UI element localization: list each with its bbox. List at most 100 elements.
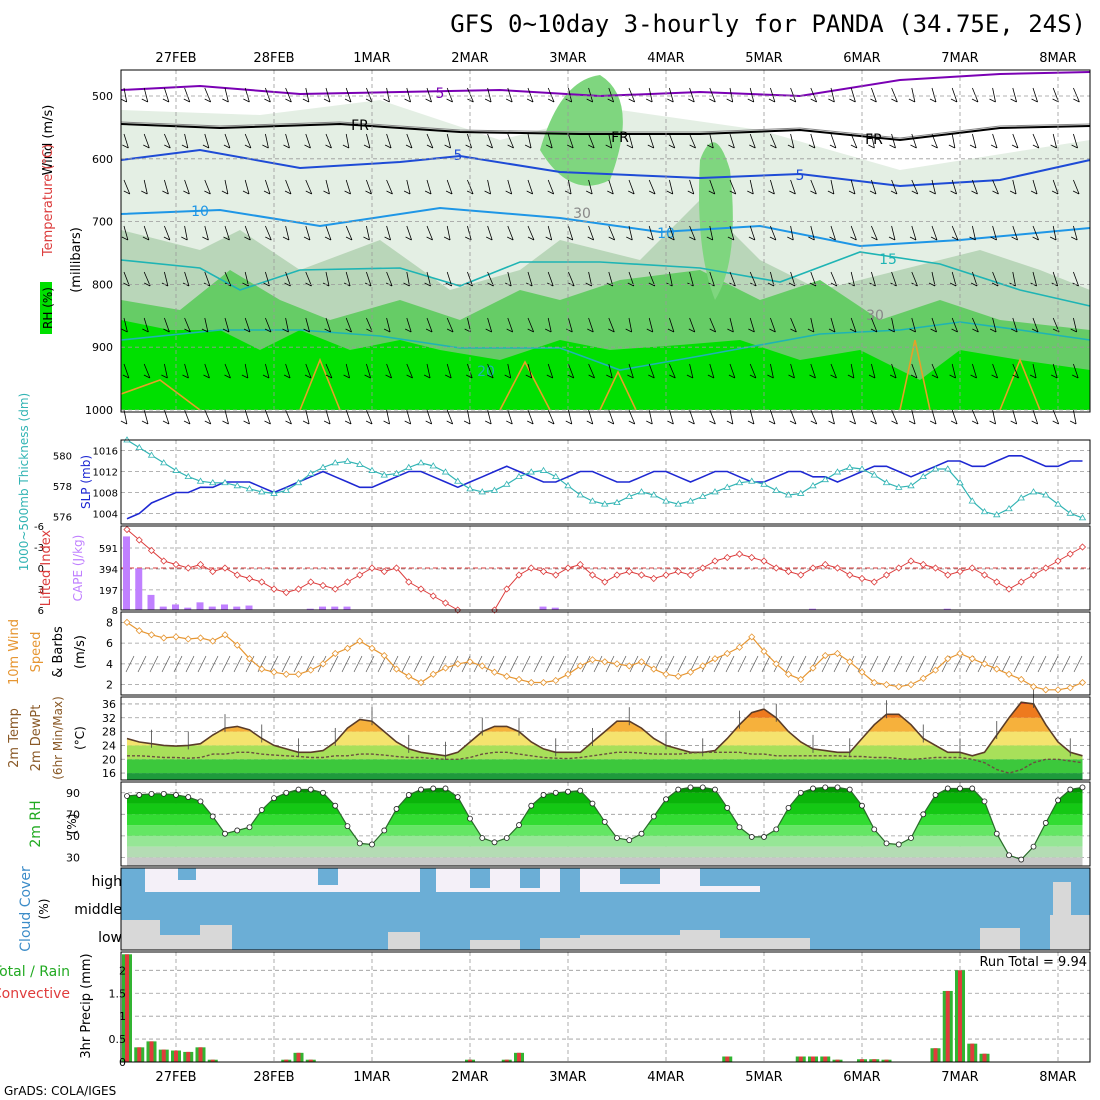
cloud-low-fill (980, 928, 1020, 950)
wind-barb (1051, 179, 1059, 195)
wind-barb-10m (725, 655, 735, 673)
wind-barb (950, 179, 957, 195)
wind-barb (626, 225, 633, 241)
rh-marker (687, 784, 694, 791)
wind-speed-marker (1054, 686, 1062, 694)
cape-bar (306, 608, 314, 610)
thickness-marker (1017, 494, 1025, 501)
rh-marker (124, 793, 130, 799)
wind-barb (929, 179, 936, 195)
thickness-marker (405, 463, 413, 470)
wind-speed-marker (147, 631, 156, 639)
li-marker (895, 564, 903, 572)
wind-barb (163, 225, 171, 241)
rh-marker (1006, 852, 1012, 859)
thickness-marker (258, 488, 266, 495)
li-marker (147, 546, 156, 555)
wind-barb-10m (821, 655, 831, 673)
rh-marker (479, 835, 486, 841)
rh-marker (393, 806, 400, 812)
cape-bar (943, 608, 951, 610)
wind-barb (345, 317, 352, 333)
panel-frame-upper (120, 69, 1091, 413)
precip-convective-bar (296, 1052, 301, 1062)
cape-bar (147, 594, 155, 610)
wind-barb-10m (305, 655, 315, 673)
cloud-high-gap (620, 868, 660, 884)
li-line (126, 529, 1083, 611)
wind-barb (970, 271, 978, 287)
precip-convective-bar (860, 1059, 864, 1062)
cloud-high-gap (178, 868, 196, 880)
rh-marker (185, 794, 192, 800)
thickness-marker (160, 459, 168, 466)
thickness-marker (380, 471, 388, 478)
wind-barb (566, 317, 573, 333)
cloud-low-fill (121, 920, 160, 950)
wind-barb (768, 179, 775, 195)
wind-speed-marker (895, 683, 903, 691)
wind-barb-10m (209, 655, 219, 673)
wind-barb-10m (713, 655, 723, 673)
wind-speed-marker (429, 670, 437, 678)
wind-speed-marker (405, 672, 413, 680)
rh-marker (307, 786, 314, 793)
wind-barb (790, 317, 797, 333)
rh-legend-swatch (40, 282, 52, 334)
precip-tick: 1.5 (109, 987, 127, 1000)
li-marker (417, 585, 425, 593)
wind-barb (788, 271, 796, 287)
wind-barb (1049, 225, 1057, 241)
rh-marker (283, 789, 290, 796)
cape-bar (159, 606, 167, 610)
precip-convective-bar (161, 1049, 166, 1062)
contour-label: 5 (436, 86, 445, 102)
wind-barb (969, 225, 976, 241)
rh-marker (565, 788, 571, 795)
thickness-marker (294, 478, 303, 486)
wind-barb (948, 133, 956, 149)
wind-barb (827, 179, 835, 195)
wind-barb (365, 87, 373, 103)
li-marker (809, 564, 817, 572)
rh-marker (736, 824, 743, 831)
thickness-marker (429, 462, 437, 469)
pressure-tick: 800 (92, 278, 113, 291)
li-marker (1066, 550, 1074, 558)
wind-barb (669, 363, 676, 379)
date-label-top: 5MAR (745, 51, 782, 66)
thickness-marker (601, 500, 609, 507)
ylabel-thickness: 1000~500mb Thickness (dm) (17, 393, 31, 571)
wind-barb-10m (881, 655, 891, 673)
wind-barb-10m (665, 655, 675, 673)
thickness-marker (931, 465, 940, 472)
wind-speed-marker (833, 649, 842, 658)
wind-barb (201, 317, 209, 333)
rh-marker (222, 830, 228, 837)
wind-barb (606, 363, 613, 379)
li-marker (1078, 543, 1087, 551)
wind-barb-10m (605, 655, 615, 673)
wind-barb (181, 225, 188, 241)
wind-barb (709, 317, 717, 333)
wind-barb-10m (221, 655, 231, 673)
panel-frame-temp (120, 696, 1091, 781)
thickness-marker (662, 497, 670, 504)
wind-barb-10m (1013, 655, 1023, 673)
wind-barb-10m (125, 655, 135, 673)
wind-barb-10m (905, 655, 915, 673)
wind-barb (487, 271, 494, 287)
li-marker (870, 578, 878, 586)
wind-barb (668, 133, 676, 149)
precip-convective-bar (149, 1041, 154, 1062)
wind-barb-10m (617, 655, 627, 673)
thickness-marker (343, 457, 352, 464)
rh-marker (552, 789, 559, 796)
wind-barb-10m (893, 655, 903, 673)
rh-marker (650, 813, 657, 820)
wind-speed-marker (662, 670, 670, 678)
wind-speed-marker (331, 649, 339, 658)
wind-speed-marker (858, 668, 866, 676)
thickness-marker (270, 489, 278, 496)
